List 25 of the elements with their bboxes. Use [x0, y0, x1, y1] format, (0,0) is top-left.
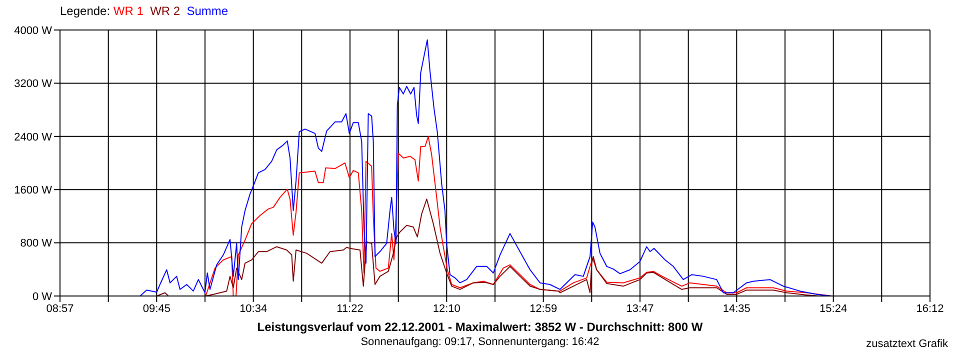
x-tick-label: 12:59 — [530, 302, 558, 315]
x-tick-label: 09:45 — [142, 302, 170, 315]
text: zusatztext Grafik — [866, 338, 948, 350]
x-tick-label: 12:10 — [432, 302, 460, 315]
y-tick-label: 3200 W — [14, 78, 53, 90]
y-tick-label: 4000 W — [14, 24, 53, 37]
text: Summe — [186, 4, 228, 18]
line-series — [140, 39, 832, 296]
x-tick-label: 11:22 — [336, 302, 364, 315]
y-tick-label: 800 W — [20, 238, 53, 250]
x-tick-label: 15:24 — [820, 302, 848, 315]
y-tick-label: 0 W — [32, 290, 53, 303]
x-tick-label: 16:12 — [916, 302, 944, 315]
x-tick-label: 14:35 — [722, 302, 750, 315]
text: Leistungsverlauf vom 22.12.2001 - Maximalwert: 3852 W - Durchschnitt: 800 W — [256, 320, 704, 334]
y-tick-label: 1600 W — [14, 184, 53, 197]
text: WR 2 — [150, 4, 182, 18]
text: Sonnenaufgang: 09:17, Sonnenuntergang: 16:42 — [360, 336, 600, 348]
x-tick-label: 08:57 — [46, 302, 74, 315]
x-tick-label: 13:47 — [626, 302, 654, 315]
legend-title: Legende: — [60, 4, 112, 18]
y-tick-label: 2400 W — [14, 131, 53, 144]
x-tick-label: 10:34 — [240, 302, 268, 315]
line-series — [205, 136, 832, 296]
text: WR 1 — [113, 4, 144, 18]
